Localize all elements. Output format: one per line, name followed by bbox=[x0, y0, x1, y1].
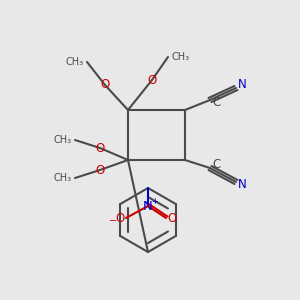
Text: N: N bbox=[238, 178, 246, 191]
Text: O: O bbox=[100, 79, 109, 92]
Text: C: C bbox=[212, 97, 220, 110]
Text: N: N bbox=[143, 200, 153, 212]
Text: O: O bbox=[116, 212, 124, 224]
Text: −: − bbox=[109, 216, 117, 226]
Text: N: N bbox=[238, 79, 246, 92]
Text: +: + bbox=[152, 196, 158, 206]
Text: O: O bbox=[95, 164, 105, 176]
Text: CH₃: CH₃ bbox=[66, 57, 84, 67]
Text: CH₃: CH₃ bbox=[54, 135, 72, 145]
Text: O: O bbox=[95, 142, 105, 154]
Text: CH₃: CH₃ bbox=[171, 52, 189, 62]
Text: C: C bbox=[212, 158, 220, 172]
Text: O: O bbox=[147, 74, 157, 86]
Text: CH₃: CH₃ bbox=[54, 173, 72, 183]
Text: O: O bbox=[167, 212, 177, 224]
